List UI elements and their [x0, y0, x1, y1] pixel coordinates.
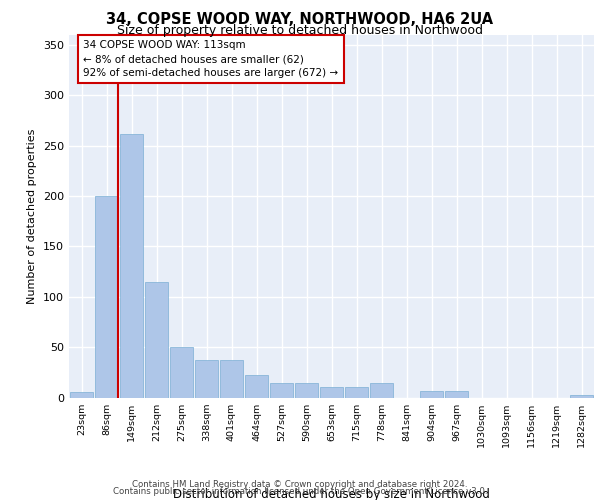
Bar [569, 396, 593, 398]
Bar [245, 376, 268, 398]
Text: 34, COPSE WOOD WAY, NORTHWOOD, HA6 2UA: 34, COPSE WOOD WAY, NORTHWOOD, HA6 2UA [106, 12, 494, 28]
Bar [445, 392, 469, 398]
Bar [220, 360, 244, 398]
X-axis label: Distribution of detached houses by size in Northwood: Distribution of detached houses by size … [173, 488, 490, 500]
Y-axis label: Number of detached properties: Number of detached properties [28, 128, 37, 304]
Bar [194, 360, 218, 398]
Bar [145, 282, 169, 398]
Bar [70, 392, 94, 398]
Text: 34 COPSE WOOD WAY: 113sqm
← 8% of detached houses are smaller (62)
92% of semi-d: 34 COPSE WOOD WAY: 113sqm ← 8% of detach… [83, 40, 338, 78]
Bar [419, 392, 443, 398]
Bar [320, 388, 343, 398]
Bar [119, 134, 143, 398]
Bar [295, 384, 319, 398]
Text: Contains public sector information licensed under the Open Government Licence v3: Contains public sector information licen… [113, 487, 487, 496]
Bar [170, 347, 193, 398]
Text: Contains HM Land Registry data © Crown copyright and database right 2024.: Contains HM Land Registry data © Crown c… [132, 480, 468, 489]
Bar [95, 196, 118, 398]
Bar [269, 384, 293, 398]
Text: Size of property relative to detached houses in Northwood: Size of property relative to detached ho… [117, 24, 483, 37]
Bar [344, 388, 368, 398]
Bar [370, 384, 394, 398]
